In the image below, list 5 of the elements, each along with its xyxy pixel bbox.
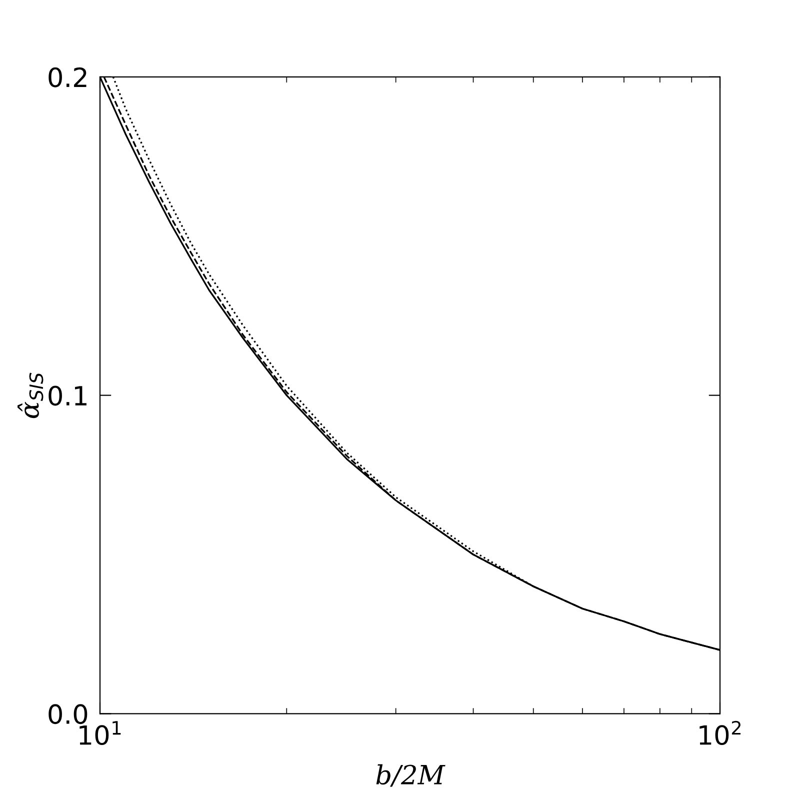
x-tick-label: 10$^{2}$ bbox=[700, 720, 741, 746]
y-axis-title: α̂$_{SIS}$ bbox=[18, 372, 44, 418]
y-tick-label: 0.1 bbox=[48, 386, 86, 406]
y-tick-label: 0.2 bbox=[48, 67, 86, 88]
x-axis-title: b/2M bbox=[376, 764, 446, 787]
